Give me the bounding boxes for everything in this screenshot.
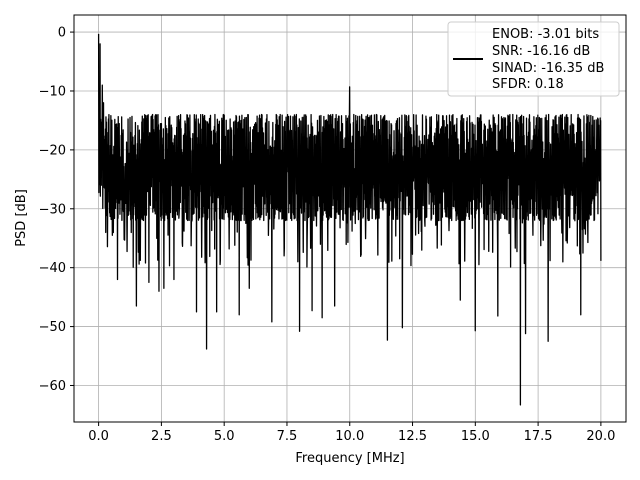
y-tick-label: −50 bbox=[39, 320, 66, 335]
y-axis-label: PSD [dB] bbox=[14, 189, 29, 247]
x-tick-label: 0.0 bbox=[88, 429, 109, 444]
y-tick-label: −40 bbox=[39, 261, 66, 276]
x-axis-ticks: 0.0 2.5 5.0 7.5 10.0 12.5 15.0 17.5 20.0 bbox=[88, 422, 615, 444]
legend-entry-sfdr: SFDR: 0.18 bbox=[492, 77, 564, 92]
psd-series-line bbox=[97, 33, 602, 406]
x-tick-label: 17.5 bbox=[524, 429, 553, 444]
y-axis-ticks: 0 −10 −20 −30 −40 −50 −60 bbox=[39, 26, 74, 394]
y-tick-label: −60 bbox=[39, 379, 66, 394]
legend-box bbox=[447, 21, 620, 97]
x-tick-label: 12.5 bbox=[398, 429, 427, 444]
y-tick-label: 0 bbox=[58, 26, 66, 41]
x-tick-label: 20.0 bbox=[586, 429, 615, 444]
legend-entry-sinad: SINAD: -16.35 dB bbox=[492, 61, 604, 76]
series-layer bbox=[97, 33, 602, 406]
x-tick-label: 7.5 bbox=[277, 429, 298, 444]
y-tick-label: −30 bbox=[39, 202, 66, 217]
y-tick-label: −10 bbox=[39, 84, 66, 99]
x-tick-label: 10.0 bbox=[335, 429, 364, 444]
x-tick-label: 15.0 bbox=[461, 429, 490, 444]
y-tick-label: −20 bbox=[39, 143, 66, 158]
legend: ENOB: -3.01 bits SNR: -16.16 dB SINAD: -… bbox=[447, 21, 620, 97]
x-tick-label: 5.0 bbox=[214, 429, 235, 444]
legend-entry-snr: SNR: -16.16 dB bbox=[492, 44, 590, 59]
legend-entry-enob: ENOB: -3.01 bits bbox=[492, 27, 599, 42]
x-axis-label: Frequency [MHz] bbox=[295, 451, 404, 466]
x-tick-label: 2.5 bbox=[151, 429, 172, 444]
